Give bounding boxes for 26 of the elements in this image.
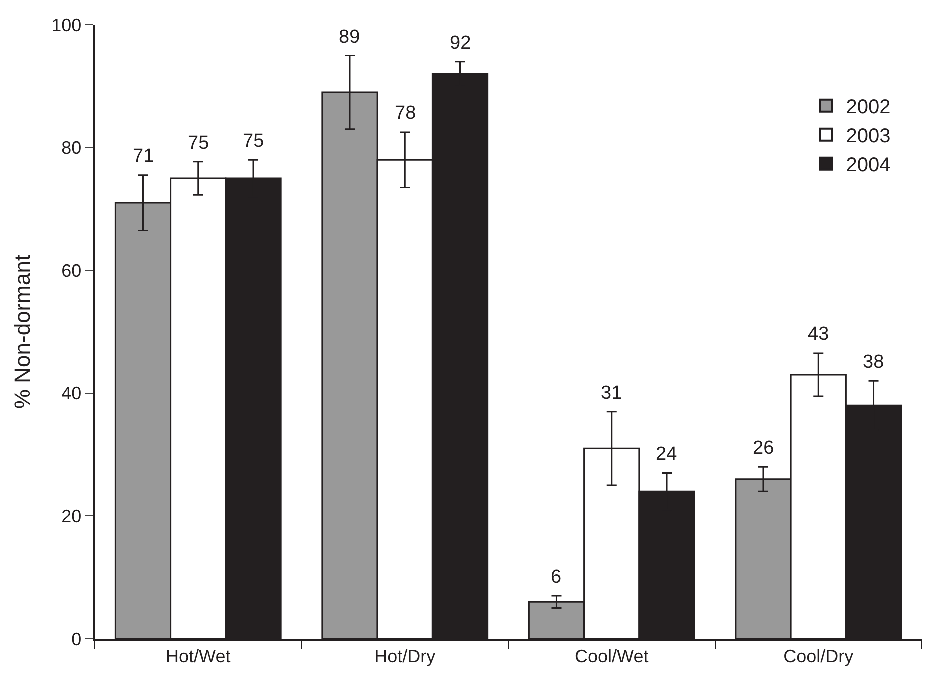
x-tick-label: Hot/Dry <box>374 646 436 666</box>
data-label: 75 <box>243 131 264 152</box>
y-tick-label: 40 <box>62 384 82 404</box>
legend-label: 2002 <box>846 96 891 119</box>
y-tick-label: 60 <box>62 260 82 281</box>
data-label: 89 <box>339 27 360 48</box>
data-label: 6 <box>551 567 562 588</box>
y-tick-label: 100 <box>52 15 82 36</box>
x-tick-label: Hot/Wet <box>166 646 231 666</box>
data-label: 38 <box>863 352 884 373</box>
data-label: 26 <box>753 438 774 459</box>
data-label: 24 <box>656 444 678 465</box>
y-tick-label: 0 <box>72 629 82 650</box>
data-label: 78 <box>395 103 416 124</box>
y-tick-label: 80 <box>62 138 82 158</box>
data-label: 92 <box>450 33 472 54</box>
data-label: 75 <box>188 133 210 154</box>
x-tick-label: Cool/Wet <box>575 646 649 666</box>
x-tick-label: Cool/Dry <box>784 646 854 666</box>
y-axis-title: % Non-dormant <box>10 254 35 410</box>
data-label: 43 <box>808 324 830 345</box>
legend-label: 2003 <box>846 126 891 148</box>
data-label: 71 <box>133 146 154 167</box>
y-tick-label: 20 <box>62 506 82 526</box>
legend-label: 2004 <box>846 154 891 177</box>
data-label: 31 <box>601 383 622 404</box>
